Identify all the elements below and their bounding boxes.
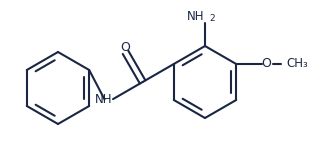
Text: O: O bbox=[121, 41, 130, 54]
Text: 2: 2 bbox=[210, 14, 215, 23]
Text: NH: NH bbox=[186, 11, 204, 24]
Text: CH₃: CH₃ bbox=[287, 57, 308, 70]
Text: NH: NH bbox=[95, 93, 112, 106]
Text: O: O bbox=[261, 57, 271, 70]
